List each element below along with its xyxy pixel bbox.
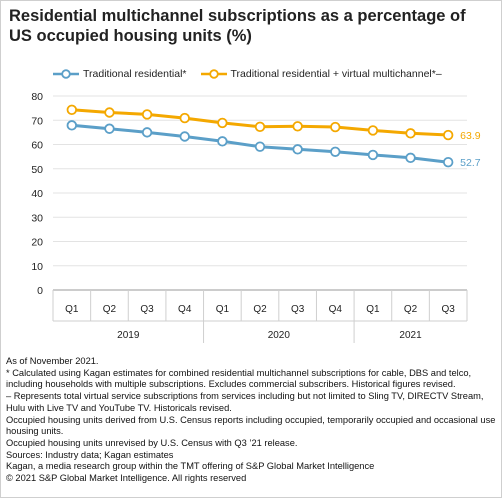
y-tick-label-80: 80 xyxy=(31,91,43,103)
y-tick-label-0: 0 xyxy=(37,285,43,297)
x-tick-label-6: Q3 xyxy=(291,304,305,315)
series-0-point-3 xyxy=(179,131,190,142)
series-1-point-7 xyxy=(330,121,341,133)
x-tick-label-10: Q3 xyxy=(442,304,456,315)
series-1-point-8 xyxy=(367,125,379,136)
chart-title-line-2: US occupied housing units (%) xyxy=(9,27,252,45)
note-copyright: © 2021 S&P Global Market Intelligence. A… xyxy=(6,473,247,484)
series-0-point-2 xyxy=(141,127,153,138)
series-0-point-8 xyxy=(367,149,379,161)
series-0-point-0 xyxy=(66,120,78,131)
x-tick-label-4: Q1 xyxy=(216,304,230,315)
legend-item-traditional: Traditional residential* xyxy=(53,68,187,80)
series-1-point-10 xyxy=(442,129,454,141)
x-tick-label-7: Q4 xyxy=(329,304,343,315)
note-sources: Sources: Industry data; Kagan estimates xyxy=(6,449,174,460)
y-tick-label-30: 30 xyxy=(31,212,43,224)
series-1-end-label: 63.9 xyxy=(460,130,481,142)
series-0-point-4 xyxy=(217,136,228,147)
legend-marker-traditional xyxy=(53,69,79,79)
chart-title-line-1: Residential multichannel subscriptions a… xyxy=(9,7,466,25)
series-1-point-6 xyxy=(292,121,303,132)
series-1-point-9 xyxy=(405,128,416,139)
series-0-point-1 xyxy=(104,123,115,134)
series-1-point-3 xyxy=(179,112,190,124)
y-tick-label-70: 70 xyxy=(31,115,43,127)
y-tick-label-20: 20 xyxy=(31,237,43,249)
note-housing-units: Occupied housing units derived from U.S.… xyxy=(6,414,496,437)
y-tick-label-10: 10 xyxy=(31,261,43,273)
x-tick-label-1: Q2 xyxy=(103,304,117,315)
legend-label-traditional: Traditional residential* xyxy=(83,68,187,80)
line-chart: 0 10 20 30 40 50 60 70 80 Q1 Q2 Q3 Q4 Q1 Q2 Q3 Q4 Q1 Q2 Q3 2… xyxy=(31,91,481,343)
year-label-2019: 2019 xyxy=(117,330,140,341)
note-asterisk: * Calculated using Kagan estimates for c… xyxy=(6,367,472,390)
series-1-point-0 xyxy=(66,104,78,116)
note-kagan: Kagan, a media research group within the… xyxy=(6,461,375,472)
x-tick-label-5: Q2 xyxy=(253,304,267,315)
x-tick-label-8: Q1 xyxy=(366,304,380,315)
series-1-point-5 xyxy=(254,121,266,132)
series-1-point-1 xyxy=(104,107,115,118)
note-as-of: As of November 2021. xyxy=(6,356,99,366)
legend-item-combined: Traditional residential + virtual multic… xyxy=(200,68,442,80)
y-tick-label-60: 60 xyxy=(31,140,43,152)
series-0-point-5 xyxy=(254,141,266,152)
year-label-2020: 2020 xyxy=(268,330,291,341)
chart-notes: As of November 2021. * Calculated using … xyxy=(6,356,500,485)
x-tick-label-2: Q3 xyxy=(140,304,154,315)
note-unrevised: Occupied housing units unrevised by U.S.… xyxy=(6,437,298,448)
series-0-point-6 xyxy=(292,144,303,155)
legend-marker-combined xyxy=(200,69,227,79)
chart-title: Residential multichannel subscriptions a… xyxy=(9,6,489,46)
y-tick-label-40: 40 xyxy=(31,188,43,200)
chart-legend: Traditional residential* Traditional res… xyxy=(53,67,456,81)
series-0-end-label: 52.7 xyxy=(460,157,481,169)
series-0-point-7 xyxy=(330,146,341,157)
x-tick-label-3: Q4 xyxy=(178,304,192,315)
series-0-point-10 xyxy=(442,157,454,168)
x-tick-label-0: Q1 xyxy=(65,304,79,315)
year-label-2021: 2021 xyxy=(399,330,422,341)
note-dash: – Represents total virtual service subsc… xyxy=(6,391,484,413)
x-tick-label-9: Q2 xyxy=(404,304,418,315)
legend-label-combined: Traditional residential + virtual multic… xyxy=(230,68,442,80)
series-1-point-4 xyxy=(217,117,228,129)
y-tick-label-50: 50 xyxy=(31,164,43,176)
series-1-point-2 xyxy=(141,109,153,120)
series-0-point-9 xyxy=(405,152,416,164)
